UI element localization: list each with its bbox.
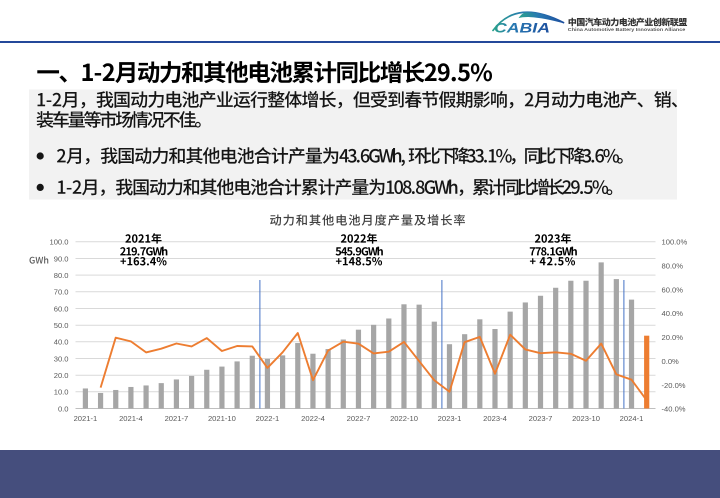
- svg-text:80.0: 80.0: [54, 271, 69, 280]
- svg-text:2022-1: 2022-1: [256, 414, 280, 423]
- svg-text:CABIA: CABIA: [494, 20, 550, 35]
- svg-text:2023-1: 2023-1: [438, 414, 462, 423]
- svg-text:20.0%: 20.0%: [662, 333, 684, 342]
- svg-text:100.0%: 100.0%: [662, 238, 688, 247]
- svg-text:60.0%: 60.0%: [662, 285, 684, 294]
- svg-text:China Automotive Battery Innov: China Automotive Battery Innovation Alli…: [568, 27, 686, 32]
- svg-text:30.0: 30.0: [54, 354, 69, 363]
- svg-text:2023-7: 2023-7: [529, 414, 553, 423]
- svg-text:80.0%: 80.0%: [662, 262, 684, 271]
- svg-text:40.0: 40.0: [54, 338, 69, 347]
- svg-text:90.0: 90.0: [54, 254, 69, 263]
- svg-text:10.0: 10.0: [54, 388, 69, 397]
- svg-text:2022-4: 2022-4: [301, 414, 325, 423]
- svg-text:0.0: 0.0: [58, 404, 69, 413]
- svg-text:70.0: 70.0: [54, 288, 69, 297]
- svg-text:-40.0%: -40.0%: [662, 405, 686, 414]
- svg-text:2024-1: 2024-1: [620, 414, 644, 423]
- svg-text:2021-10: 2021-10: [208, 414, 236, 423]
- svg-text:100.0: 100.0: [49, 238, 68, 247]
- svg-text:2023-10: 2023-10: [572, 414, 600, 423]
- svg-text:2021-7: 2021-7: [165, 414, 189, 423]
- svg-text:60.0: 60.0: [54, 304, 69, 313]
- svg-text:-20.0%: -20.0%: [662, 381, 686, 390]
- svg-text:40.0%: 40.0%: [662, 309, 684, 318]
- svg-text:2021-4: 2021-4: [119, 414, 143, 423]
- svg-text:2022-7: 2022-7: [347, 414, 371, 423]
- svg-text:2022-10: 2022-10: [390, 414, 418, 423]
- svg-text:50.0: 50.0: [54, 321, 69, 330]
- svg-text:2023-4: 2023-4: [483, 414, 507, 423]
- svg-text:2021-1: 2021-1: [74, 414, 98, 423]
- svg-text:0.0%: 0.0%: [662, 357, 680, 366]
- svg-text:20.0: 20.0: [54, 371, 69, 380]
